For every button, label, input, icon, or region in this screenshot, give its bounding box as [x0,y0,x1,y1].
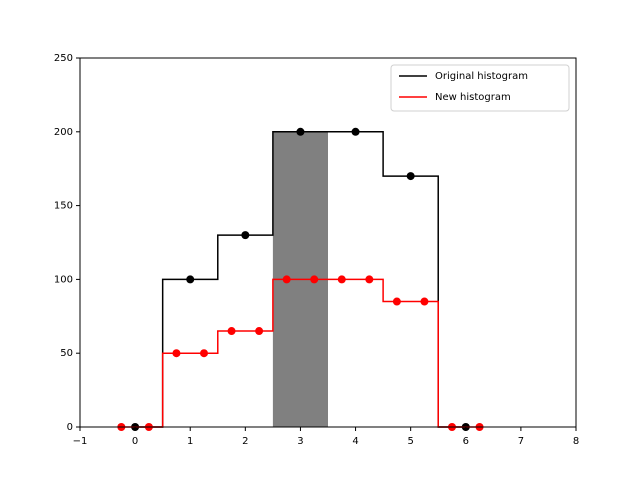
marker [365,275,374,284]
marker [282,275,291,284]
y-tick-label: 150 [54,201,73,212]
step-line [135,131,466,428]
marker [392,297,401,306]
x-tick-label: −1 [73,436,88,447]
x-tick-label: 2 [242,436,248,447]
x-tick-label: 4 [352,436,358,447]
x-tick-label: 1 [187,436,193,447]
marker [241,231,250,240]
marker [186,275,195,284]
x-tick-label: 0 [132,436,138,447]
x-tick-label: 3 [297,436,303,447]
legend-box [390,64,570,112]
marker [200,349,208,358]
x-tick-label: 8 [573,436,579,447]
y-tick-label: 250 [54,53,73,64]
marker [420,297,429,306]
marker [406,172,415,181]
marker [337,275,346,284]
y-tick-label: 0 [67,422,73,433]
x-tick-label: 5 [407,436,413,447]
y-tick-label: 200 [54,127,73,138]
y-tick-label: 50 [60,348,73,359]
plot-frame [79,57,577,428]
marker [296,127,305,136]
legend-label: Original histogram [435,71,528,82]
x-tick-label: 6 [463,436,469,447]
marker [255,327,264,336]
x-tick-label: 7 [518,436,524,447]
marker [227,327,236,336]
legend-label: New histogram [435,92,511,103]
marker [172,349,181,358]
marker [310,275,319,284]
y-tick-label: 100 [54,274,73,285]
marker [351,127,360,136]
